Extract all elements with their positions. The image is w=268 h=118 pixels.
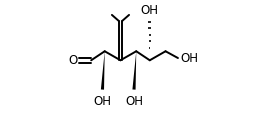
Polygon shape <box>101 51 105 90</box>
Text: OH: OH <box>94 95 111 108</box>
Polygon shape <box>132 51 136 90</box>
Text: O: O <box>69 54 78 67</box>
Text: OH: OH <box>180 52 198 65</box>
Text: OH: OH <box>125 95 143 108</box>
Text: OH: OH <box>141 4 159 17</box>
